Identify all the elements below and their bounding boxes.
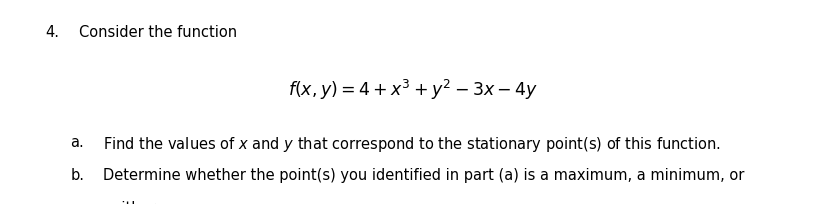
Text: Determine whether the point(s) you identified in part (a) is a maximum, a minimu: Determine whether the point(s) you ident…	[103, 167, 745, 182]
Text: Find the values of $x$ and $y$ that correspond to the stationary point(s) of thi: Find the values of $x$ and $y$ that corr…	[103, 135, 721, 154]
Text: neither.s: neither.s	[103, 200, 167, 204]
Text: 4.: 4.	[45, 24, 60, 39]
Text: b.: b.	[70, 167, 84, 182]
Text: $f(x, y) = 4 + x^{3} + y^{2} - 3x - 4y$: $f(x, y) = 4 + x^{3} + y^{2} - 3x - 4y$	[289, 78, 538, 102]
Text: Consider the function: Consider the function	[79, 24, 237, 39]
Text: a.: a.	[70, 135, 84, 150]
